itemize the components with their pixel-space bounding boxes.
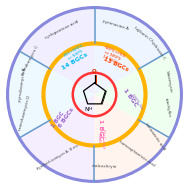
Text: transfusomycin D: transfusomycin D <box>19 95 32 131</box>
Wedge shape <box>94 8 170 94</box>
Text: 1 BGC: 1 BGC <box>98 119 103 140</box>
Text: stachyflin: stachyflin <box>163 97 171 118</box>
Wedge shape <box>19 8 94 94</box>
Text: malcochryin: malcochryin <box>92 164 117 169</box>
Text: hydrixate C: hydrixate C <box>149 39 167 61</box>
Text: NRPS-Sa: NRPS-Sa <box>129 93 143 111</box>
Text: pyrrolizomycin A: pyrrolizomycin A <box>18 67 27 102</box>
Text: tenuazonic acid: tenuazonic acid <box>144 122 166 151</box>
Text: 6 BGCs: 6 BGCs <box>58 107 75 129</box>
Text: N: N <box>84 107 89 112</box>
Text: 1 BGC: 1 BGC <box>122 88 138 108</box>
Text: dysrhachisomycin A, B etc.: dysrhachisomycin A, B etc. <box>36 143 80 171</box>
Text: NRPS+PKS
or NRPS
13 BGCs: NRPS+PKS or NRPS 13 BGCs <box>99 45 126 67</box>
Text: 1 BGC: 1 BGC <box>51 111 65 129</box>
Text: homosphaericin acid: homosphaericin acid <box>118 140 155 168</box>
Text: cyclopentene acid: cyclopentene acid <box>44 19 79 40</box>
Text: pyrenocine A: pyrenocine A <box>102 19 129 31</box>
Text: PksC and
PksD: PksC and PksD <box>96 129 105 148</box>
Text: O: O <box>92 69 97 74</box>
Wedge shape <box>94 94 170 181</box>
Text: H: H <box>88 107 92 111</box>
Text: blastmycin: blastmycin <box>165 70 173 93</box>
Wedge shape <box>94 51 181 138</box>
Text: cylindramycin C: cylindramycin C <box>21 45 40 76</box>
Wedge shape <box>8 51 94 138</box>
Wedge shape <box>19 94 94 181</box>
Text: fujikurin C: fujikurin C <box>133 26 152 41</box>
Text: 13 BGCs: 13 BGCs <box>102 56 129 72</box>
Text: PKS+NRPS
or NRPS: PKS+NRPS or NRPS <box>63 43 87 62</box>
Text: 14 BGCs: 14 BGCs <box>61 51 89 70</box>
